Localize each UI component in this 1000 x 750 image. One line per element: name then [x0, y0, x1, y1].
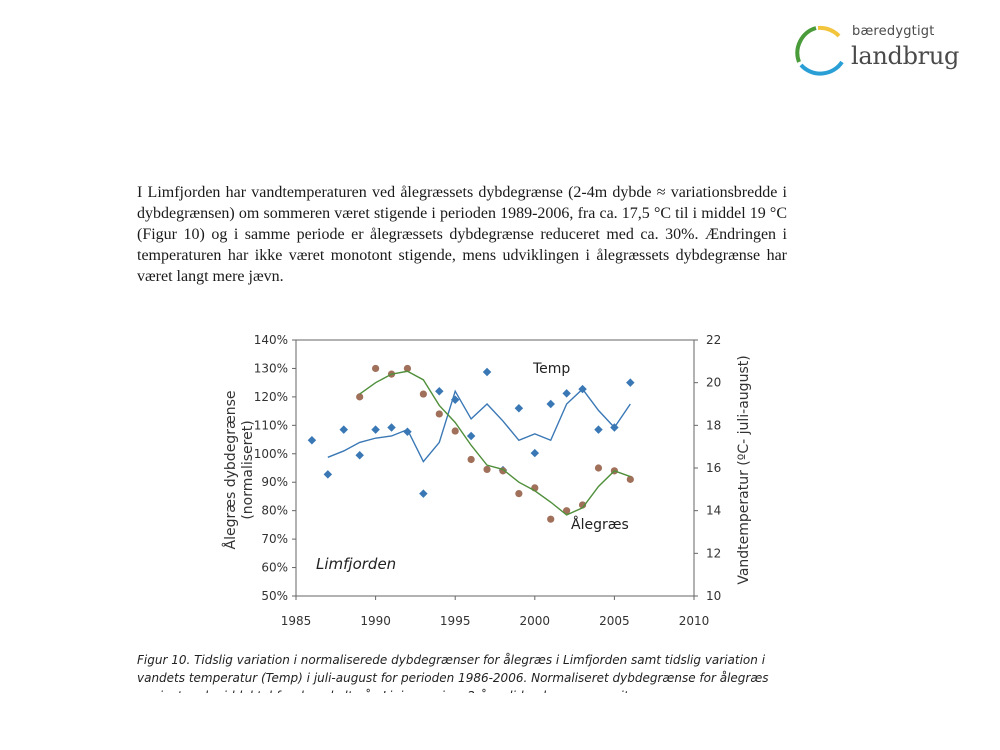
temp-point	[562, 389, 571, 398]
temp-point	[419, 489, 428, 498]
left-axis-label-line2: (normaliseret)	[240, 420, 256, 519]
x-tick-label: 1990	[360, 614, 391, 628]
seagrass-point	[547, 515, 555, 523]
left-axis-ticks: 50% 60% 70% 80% 90% 100% 110% 120% 130% 140%	[254, 333, 296, 603]
right-axis-ticks: 10 12 14 16 18 20 22	[694, 333, 721, 603]
left-tick-label: 100%	[254, 447, 288, 461]
right-tick-label: 10	[706, 589, 721, 603]
series-layer	[307, 364, 635, 523]
x-tick-label: 1995	[440, 614, 471, 628]
temp-point	[610, 423, 619, 432]
seagrass-point	[403, 364, 412, 373]
seagrass-point	[483, 465, 491, 474]
logo-rings-icon	[795, 25, 844, 76]
temp-point	[355, 450, 364, 460]
right-tick-label: 14	[706, 504, 721, 518]
temp-point	[435, 386, 444, 396]
temp-point	[387, 423, 396, 432]
temp-point	[323, 470, 333, 479]
x-tick-label: 1985	[281, 614, 312, 628]
left-tick-label: 50%	[261, 589, 288, 603]
logo-wordmark-main: landbrug	[851, 42, 960, 70]
temp-point	[546, 399, 555, 409]
seagrass-point	[419, 390, 427, 398]
right-tick-label: 16	[706, 461, 721, 475]
left-axis-label: Ålegræs dybdegrænse	[222, 391, 239, 550]
chart-annotation: Limfjorden	[316, 555, 396, 573]
logo-wordmark-top: bæredygtigt	[852, 24, 935, 39]
seagrass-point	[563, 507, 571, 515]
seagrass-point	[626, 475, 634, 483]
left-tick-label: 90%	[261, 475, 288, 489]
seagrass-point	[467, 455, 475, 464]
temp-moving-average-line	[327, 388, 631, 463]
seagrass-point	[356, 393, 364, 401]
left-tick-label: 110%	[254, 418, 288, 432]
temp-point	[594, 425, 603, 434]
temp-point	[466, 431, 476, 441]
body-paragraph: I Limfjorden har vandtemperaturen ved ål…	[137, 184, 787, 285]
seagrass-point	[578, 501, 587, 509]
left-tick-label: 60%	[261, 561, 288, 575]
x-axis-ticks: 1985 1990 1995 2000 2005 2010	[281, 596, 710, 628]
temperature-seagrass-chart: 50% 60% 70% 80% 90% 100% 110% 120% 130% 140% 10 12…	[222, 333, 752, 628]
left-tick-label: 120%	[254, 390, 288, 404]
seagrass-point	[451, 427, 459, 435]
seagrass-point	[515, 490, 523, 498]
seagrass-moving-average-line	[359, 370, 631, 516]
series-label-seagrass: Ålegræs	[571, 516, 629, 533]
left-tick-label: 80%	[261, 504, 288, 518]
temp-point	[339, 425, 349, 434]
right-tick-label: 18	[706, 418, 721, 432]
temp-point	[403, 427, 412, 436]
x-tick-label: 2005	[599, 614, 630, 628]
x-tick-label: 2010	[679, 614, 710, 628]
left-tick-label: 140%	[254, 333, 288, 347]
temp-point	[482, 367, 492, 377]
seagrass-point	[594, 464, 603, 472]
right-tick-label: 22	[706, 333, 721, 347]
seagrass-point	[372, 364, 380, 373]
right-axis-label: Vandtemperatur (ºC- juli-august)	[736, 355, 752, 584]
figure-caption: Figur 10. Tidslig variation i normaliser…	[137, 653, 769, 693]
series-label-temp: Temp	[532, 361, 570, 377]
right-tick-label: 12	[706, 546, 721, 560]
temp-point	[307, 436, 317, 445]
temp-point	[371, 425, 380, 434]
right-tick-label: 20	[706, 376, 721, 390]
x-tick-label: 2000	[520, 614, 551, 628]
left-tick-label: 130%	[254, 361, 288, 375]
temp-point	[626, 378, 635, 387]
temp-point	[530, 448, 540, 458]
temp-point	[514, 404, 524, 413]
seagrass-point	[435, 410, 443, 418]
left-tick-label: 70%	[261, 532, 288, 546]
